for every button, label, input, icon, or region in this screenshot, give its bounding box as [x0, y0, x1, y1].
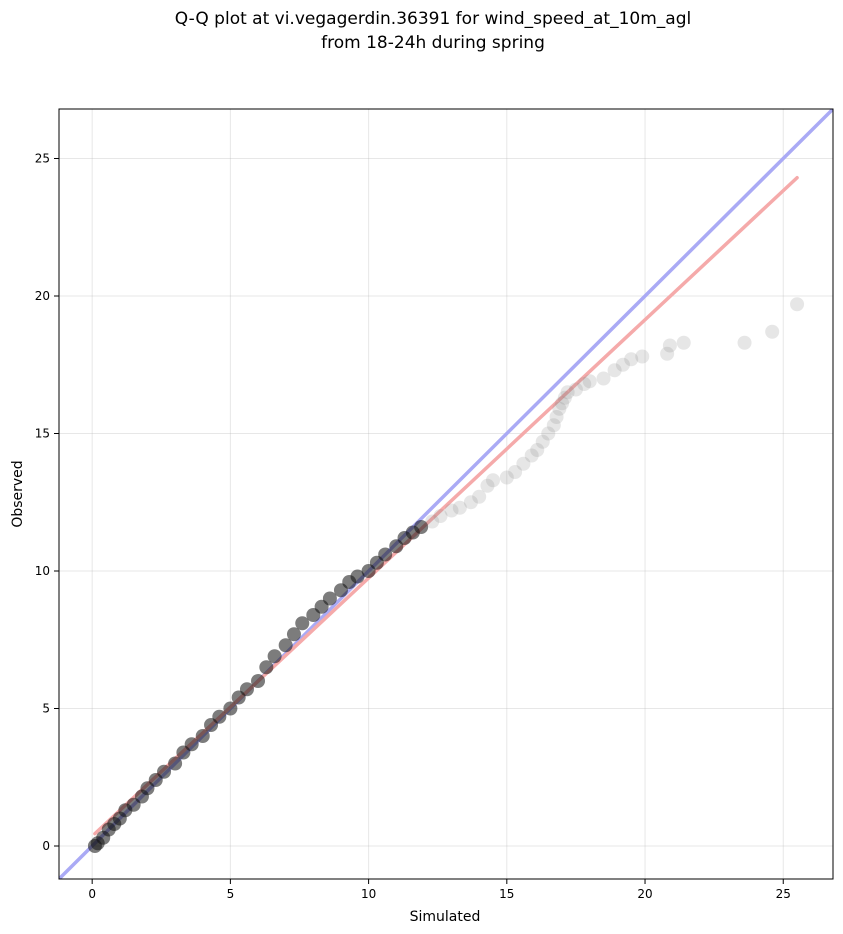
quantile-point	[508, 465, 523, 479]
quantile-point	[425, 514, 440, 529]
quantile-point	[444, 503, 459, 518]
quantile-point	[350, 569, 365, 584]
grid-lines	[59, 109, 833, 879]
quantile-point	[530, 443, 545, 457]
y-tick-label: 0	[42, 839, 50, 853]
quantile-point	[560, 385, 575, 400]
y-tick-label: 10	[35, 564, 50, 578]
quantile-point	[635, 349, 650, 364]
quantile-point	[546, 418, 561, 433]
y-axis-label: Observed	[10, 460, 26, 527]
x-tick-label: 20	[637, 887, 652, 901]
quantile-point	[485, 473, 500, 488]
quantile-point	[555, 396, 570, 411]
quantile-point	[259, 660, 274, 675]
quantile-point	[278, 638, 293, 653]
quantile-point	[286, 627, 301, 642]
quantile-point	[223, 701, 238, 716]
quantile-point	[552, 401, 567, 416]
quantile-point	[582, 374, 597, 389]
quantile-point	[195, 729, 210, 743]
quantile-point	[499, 470, 514, 485]
quantile-point	[524, 448, 539, 463]
quantile-point	[662, 338, 677, 353]
quantile-point	[267, 649, 282, 664]
chart-title-line-1: Q-Q plot at vi.vegagerdin.36391 for wind…	[175, 9, 691, 29]
x-tick-label: 0	[88, 887, 96, 901]
quantile-point	[184, 737, 199, 752]
quantile-point	[239, 682, 254, 697]
quantile-point	[660, 346, 675, 361]
quantile-point	[463, 495, 478, 510]
x-tick-label: 5	[227, 887, 235, 901]
chart-title-line-2: from 18-24h during spring	[321, 33, 545, 53]
y-tick-label: 20	[35, 289, 50, 303]
quantile-point	[251, 674, 266, 688]
quantile-point	[765, 324, 780, 339]
quantile-point	[480, 478, 495, 493]
x-axis-label: Simulated	[410, 909, 481, 925]
y-tick-label: 5	[42, 702, 50, 716]
quantile-point	[577, 377, 592, 391]
quantile-point	[615, 357, 630, 372]
quantile-point	[737, 335, 752, 350]
quantile-point	[414, 520, 429, 534]
quantile-point	[568, 382, 583, 397]
quantile-points	[87, 297, 805, 853]
quantile-point	[516, 456, 531, 471]
quantile-point	[168, 756, 183, 771]
quantile-point	[295, 616, 310, 631]
y-axis-ticks: 0 5 10 15 20 25	[35, 152, 59, 853]
quantile-point	[452, 500, 467, 515]
quantile-point	[322, 591, 337, 606]
quantile-point	[790, 297, 805, 312]
quantile-point	[535, 434, 550, 449]
quantile-point	[378, 547, 393, 562]
x-axis-ticks: 0 5 10 15 20 25	[88, 879, 791, 901]
quantile-point	[541, 426, 556, 441]
quantile-point	[596, 371, 611, 386]
quantile-point	[624, 352, 639, 367]
x-tick-label: 25	[776, 887, 791, 901]
quantile-point	[557, 390, 572, 405]
quantile-point	[676, 335, 691, 350]
x-tick-label: 15	[499, 887, 514, 901]
quantile-point	[607, 363, 622, 378]
quantile-point	[157, 764, 172, 779]
quantile-point	[472, 489, 487, 504]
quantile-point	[433, 509, 448, 523]
y-tick-label: 15	[35, 427, 50, 441]
quantile-point	[212, 709, 227, 724]
y-tick-label: 25	[35, 152, 50, 166]
plot-frame	[58, 108, 834, 880]
x-tick-label: 10	[361, 887, 376, 901]
quantile-point	[549, 410, 564, 424]
